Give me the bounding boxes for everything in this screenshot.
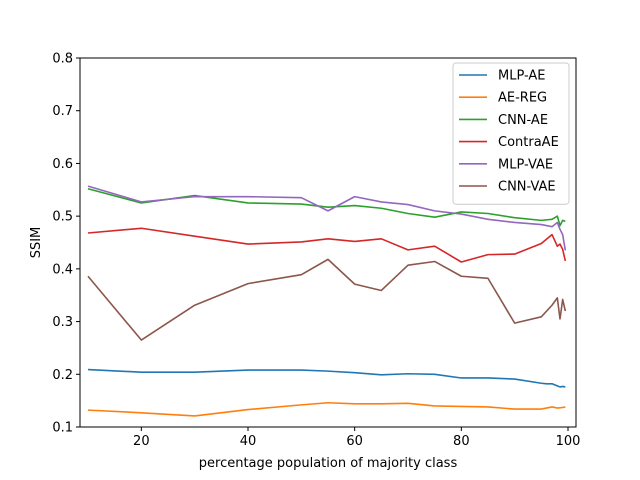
- legend-label: MLP-VAE: [498, 157, 553, 172]
- legend-label: CNN-AE: [498, 113, 548, 128]
- x-axis-label: percentage population of majority class: [199, 456, 458, 471]
- x-tick-label: 20: [133, 434, 150, 449]
- y-tick-label: 0.8: [52, 52, 73, 67]
- x-axis: 20 40 60 80 100: [133, 427, 580, 449]
- series-line-mlp-ae: [87, 368, 566, 388]
- series-line-ae-reg: [87, 401, 566, 417]
- y-tick-label: 0.7: [52, 104, 73, 119]
- x-tick-label: 80: [453, 434, 470, 449]
- y-tick-label: 0.3: [52, 315, 73, 330]
- y-tick-label: 0.5: [52, 210, 73, 225]
- y-axis-label: SSIM: [29, 227, 44, 259]
- x-tick-label: 100: [556, 434, 581, 449]
- legend-label: MLP-AE: [498, 69, 546, 84]
- series-line-contraae: [87, 227, 567, 263]
- x-tick-label: 40: [240, 434, 257, 449]
- y-axis: 0.1 0.2 0.3 0.4 0.5 0.6 0.7 0.8: [52, 52, 80, 436]
- series-line-mlp-vae: [87, 185, 567, 251]
- y-tick-label: 0.2: [52, 368, 73, 383]
- y-tick-label: 0.6: [52, 157, 73, 172]
- y-tick-label: 0.4: [52, 262, 73, 277]
- x-tick-label: 60: [346, 434, 363, 449]
- legend-label: AE-REG: [498, 91, 547, 106]
- legend: MLP-AE AE-REG CNN-AE ContraAE MLP-VAE CNN-VAE: [452, 62, 570, 205]
- series-layer: [87, 185, 567, 417]
- series-line-cnn-ae: [87, 187, 566, 227]
- legend-label: CNN-VAE: [498, 180, 556, 195]
- plot-frame: [79, 57, 577, 428]
- legend-box: [452, 62, 570, 205]
- y-tick-label: 0.1: [52, 421, 73, 436]
- series-line-cnn-vae: [87, 258, 567, 341]
- legend-label: ContraAE: [498, 135, 559, 150]
